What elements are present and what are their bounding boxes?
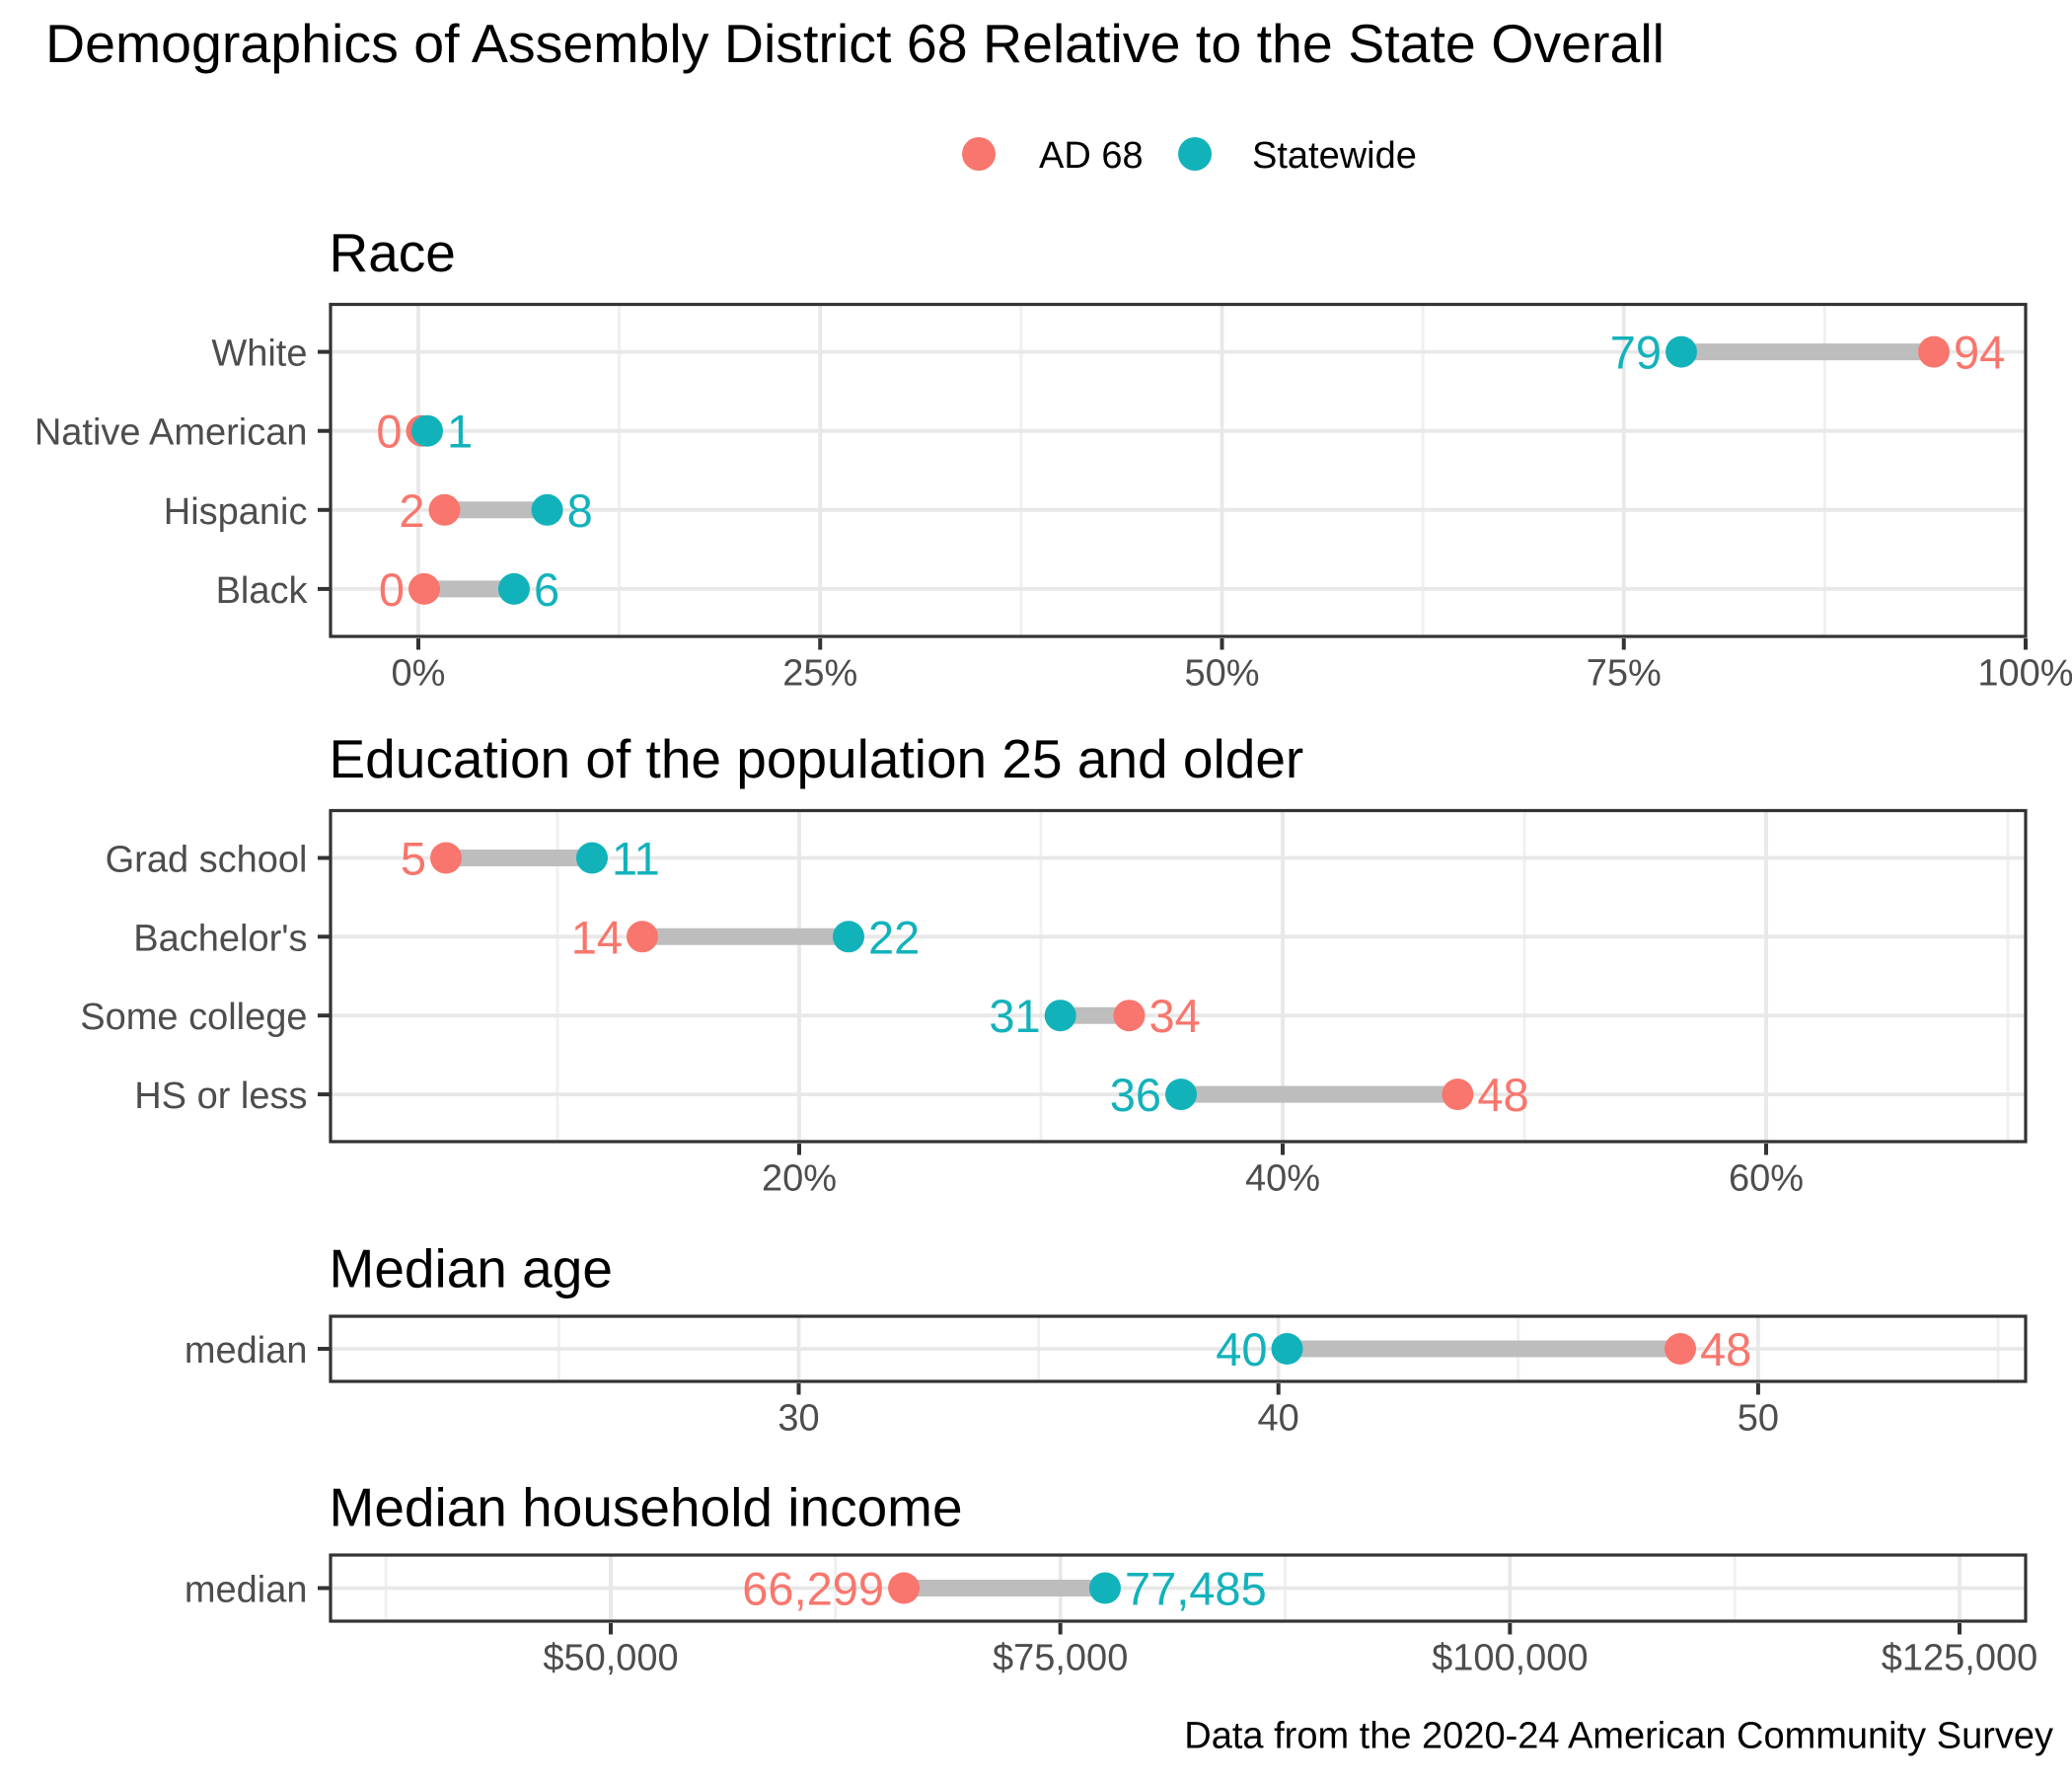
svg-text:Statewide: Statewide: [1252, 135, 1417, 177]
svg-text:50: 50: [1738, 1398, 1779, 1440]
svg-text:0%: 0%: [392, 653, 446, 695]
svg-text:Median household income: Median household income: [330, 1477, 963, 1538]
svg-text:$125,000: $125,000: [1882, 1638, 2038, 1679]
svg-text:25%: 25%: [782, 653, 857, 695]
svg-text:14: 14: [571, 911, 623, 963]
svg-text:34: 34: [1149, 990, 1201, 1042]
svg-text:Hispanic: Hispanic: [164, 491, 308, 533]
svg-text:6: 6: [534, 563, 559, 616]
svg-text:66,299: 66,299: [742, 1563, 884, 1615]
svg-text:2: 2: [399, 484, 424, 537]
svg-text:Some college: Some college: [80, 997, 307, 1038]
svg-text:48: 48: [1700, 1323, 1751, 1375]
svg-text:48: 48: [1477, 1069, 1528, 1121]
svg-text:94: 94: [1954, 327, 2005, 379]
svg-text:median: median: [185, 1570, 308, 1611]
svg-text:$50,000: $50,000: [543, 1638, 678, 1679]
svg-text:Race: Race: [330, 222, 456, 283]
svg-text:Bachelor's: Bachelor's: [133, 918, 307, 959]
svg-text:31: 31: [989, 990, 1040, 1042]
svg-text:Native American: Native American: [35, 412, 308, 454]
svg-text:0: 0: [379, 563, 405, 616]
svg-text:1: 1: [447, 406, 473, 458]
svg-text:HS or less: HS or less: [134, 1076, 307, 1117]
svg-text:Demographics of Assembly Distr: Demographics of Assembly District 68 Rel…: [45, 13, 1665, 74]
svg-text:Median age: Median age: [330, 1238, 613, 1299]
svg-text:0: 0: [376, 406, 402, 458]
svg-text:79: 79: [1610, 327, 1662, 379]
svg-text:Education of the population 25: Education of the population 25 and older: [330, 728, 1304, 789]
svg-text:100%: 100%: [1977, 653, 2072, 695]
svg-text:36: 36: [1110, 1069, 1161, 1121]
svg-text:20%: 20%: [762, 1158, 837, 1200]
svg-text:40: 40: [1258, 1398, 1299, 1440]
svg-text:median: median: [185, 1330, 308, 1372]
svg-text:22: 22: [868, 911, 920, 963]
svg-text:50%: 50%: [1184, 653, 1259, 695]
svg-text:AD 68: AD 68: [1039, 135, 1144, 177]
svg-text:30: 30: [777, 1398, 819, 1440]
svg-text:$75,000: $75,000: [993, 1638, 1128, 1679]
svg-text:75%: 75%: [1587, 653, 1662, 695]
svg-text:Data from the 2020-24 American: Data from the 2020-24 American Community…: [1184, 1716, 2053, 1757]
svg-text:5: 5: [401, 833, 426, 885]
svg-text:White: White: [211, 334, 307, 375]
svg-text:$100,000: $100,000: [1432, 1638, 1589, 1679]
svg-text:60%: 60%: [1729, 1158, 1804, 1200]
svg-text:40: 40: [1216, 1323, 1267, 1375]
svg-text:Grad school: Grad school: [106, 840, 308, 881]
svg-text:77,485: 77,485: [1125, 1563, 1267, 1615]
svg-text:40%: 40%: [1245, 1158, 1320, 1200]
svg-text:8: 8: [567, 484, 593, 537]
svg-text:Black: Black: [216, 570, 309, 612]
svg-text:11: 11: [612, 833, 660, 885]
